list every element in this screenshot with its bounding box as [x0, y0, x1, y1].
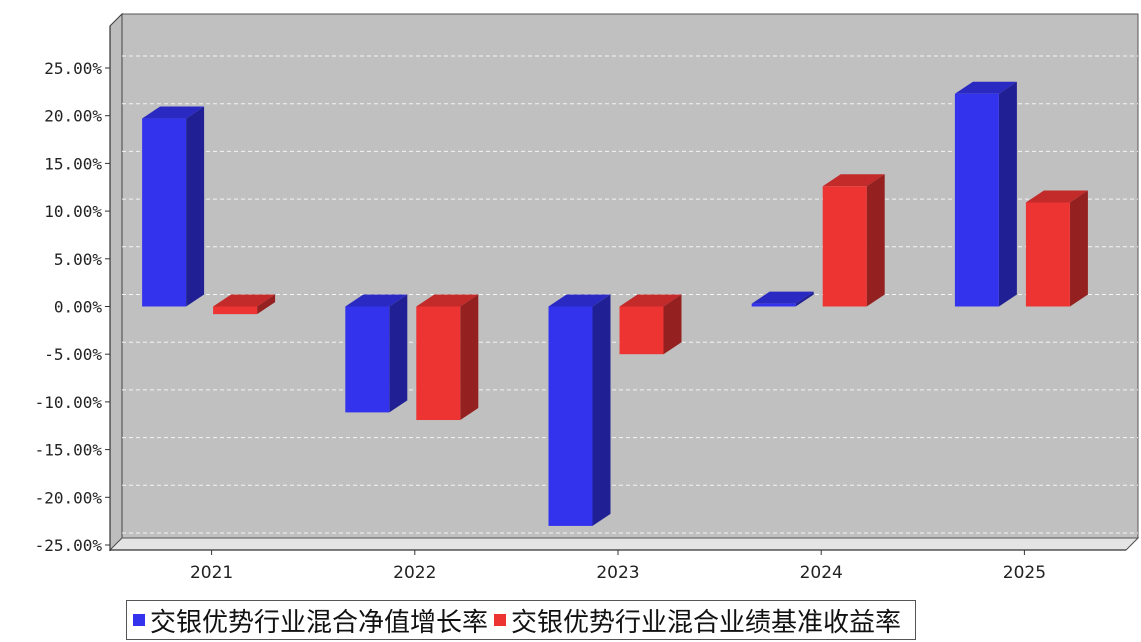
bars [142, 81, 1088, 526]
bar-top [822, 174, 885, 187]
x-axis-ticks: 2021 2022 2023 2024 2025 [190, 550, 1046, 583]
y-tick-label: -5.00% [44, 345, 102, 364]
bar-side [1069, 190, 1088, 307]
legend-item-benchmark: 交银优势行业混合业绩基准收益率 [494, 602, 901, 639]
y-tick-label: -15.00% [35, 441, 103, 460]
legend-swatch-red [494, 614, 507, 626]
legend: 交银优势行业混合净值增长率 交银优势行业混合业绩基准收益率 [126, 600, 917, 640]
bar-top [416, 294, 479, 307]
bar-front [142, 118, 187, 307]
bar-front [213, 306, 258, 315]
bar-side [592, 294, 611, 526]
x-tick-label: 2023 [596, 563, 639, 583]
legend-item-nav-growth: 交银优势行业混合净值增长率 [133, 602, 488, 639]
plot-area [108, 12, 1140, 552]
bar-side [998, 81, 1017, 307]
bar [142, 106, 205, 307]
bar-front [345, 306, 390, 413]
bar-side [389, 294, 408, 413]
bar [548, 294, 611, 526]
x-tick-label: 2025 [1003, 563, 1046, 583]
x-tick-label: 2024 [800, 563, 843, 583]
y-axis-ticks: 25.00% 20.00% 15.00% 10.00% 5.00% 0.00% -5.00%… [35, 59, 110, 555]
bar-front [954, 93, 999, 307]
y-tick-label: -25.00% [35, 536, 103, 555]
y-tick-label: 20.00% [44, 107, 102, 126]
bar [1025, 190, 1088, 307]
bar-chart: 25.00% 20.00% 15.00% 10.00% 5.00% 0.00% -5.00%… [35, 12, 1140, 583]
bar-front [416, 306, 461, 421]
bar [416, 294, 479, 421]
y-tick-label: 5.00% [54, 250, 103, 269]
y-tick-label: 0.00% [54, 298, 103, 317]
bar-side [866, 174, 885, 307]
y-tick-label: -10.00% [35, 393, 103, 412]
bar-top [548, 294, 611, 307]
bar [213, 294, 276, 315]
bar-front [619, 306, 664, 355]
legend-swatch-blue [133, 614, 145, 626]
y-tick-label: 25.00% [44, 59, 102, 78]
bar [751, 291, 814, 307]
bar-top [954, 81, 1017, 94]
bar-top [345, 294, 408, 307]
bar-side [460, 294, 479, 421]
bar-front [1025, 202, 1070, 307]
bar-top [142, 106, 205, 119]
y-tick-label: -20.00% [35, 488, 103, 507]
legend-label: 交银优势行业混合净值增长率 [150, 607, 489, 638]
bar-top [619, 294, 682, 307]
legend-label: 交银优势行业混合业绩基准收益率 [511, 607, 902, 638]
bar [822, 174, 885, 307]
bar-side [186, 106, 205, 307]
gridlines [122, 55, 1138, 534]
x-tick-label: 2022 [393, 563, 436, 583]
bar-side [257, 294, 276, 315]
bar-top [1025, 190, 1088, 203]
y-tick-label: 10.00% [44, 202, 102, 221]
floor [108, 537, 1140, 551]
bar [345, 294, 408, 413]
bar-front [822, 186, 867, 307]
bar-front [548, 306, 593, 526]
bar-side [795, 291, 814, 307]
bar-front [751, 303, 796, 307]
left-wall [109, 12, 123, 552]
bar-side [663, 294, 682, 355]
bar-top [751, 291, 814, 304]
bar [619, 294, 682, 355]
x-tick-label: 2021 [190, 563, 233, 583]
bar-top [213, 294, 276, 307]
bar [954, 81, 1017, 307]
y-tick-label: 15.00% [44, 154, 102, 173]
